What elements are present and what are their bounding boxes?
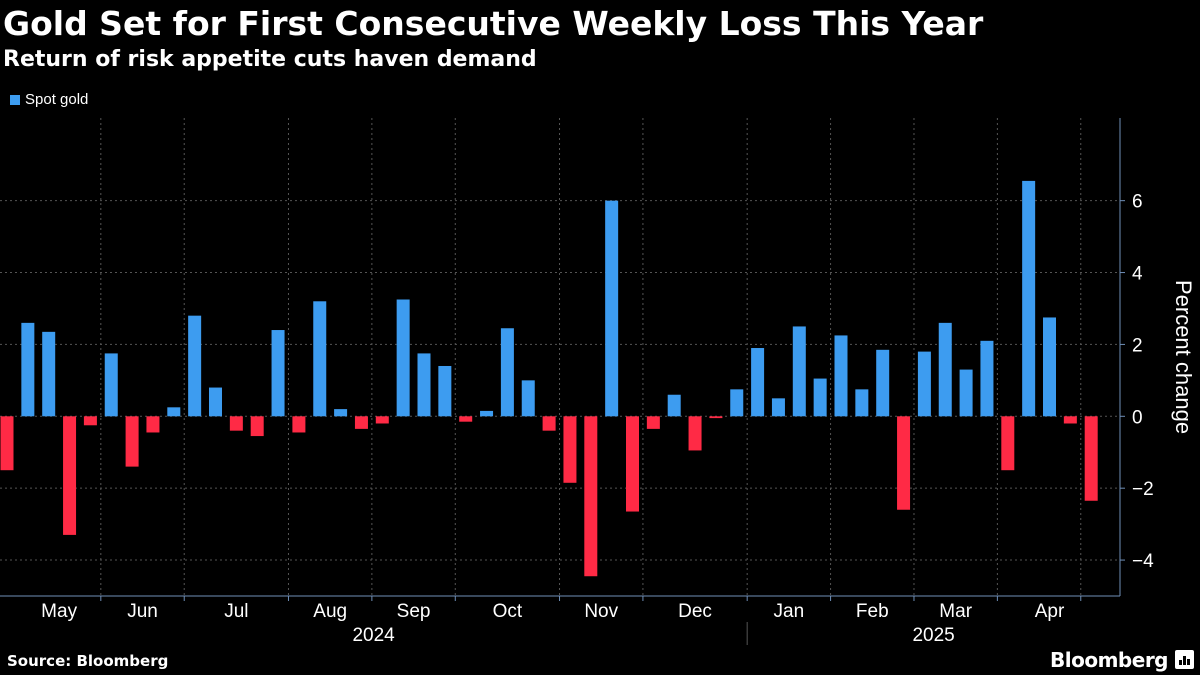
bar-week-44 (917, 351, 931, 417)
bar-week-36 (751, 348, 765, 417)
x-tick-label-aug: Aug (313, 601, 347, 622)
x-tick-label-apr: Apr (1035, 601, 1065, 622)
bar-week-33 (688, 416, 702, 451)
bar-week-21 (438, 365, 452, 417)
bar-week-17 (354, 416, 368, 429)
bar-week-45 (938, 322, 952, 417)
source-note: Source: Bloomberg (7, 652, 169, 670)
bar-week-34 (709, 416, 723, 419)
y-tick-label--2: −2 (1132, 479, 1154, 500)
bar-week-2 (42, 331, 56, 417)
bar-week-42 (876, 349, 890, 417)
bar-week-24 (500, 328, 514, 417)
x-tick-label-oct: Oct (493, 601, 523, 622)
bar-week-18 (375, 416, 389, 424)
legend-swatch-spot-gold (10, 95, 20, 105)
bar-week-11 (229, 416, 243, 431)
bar-week-9 (188, 315, 202, 417)
year-label-2025: 2025 (912, 625, 954, 646)
x-tick-label-jul: Jul (224, 601, 248, 622)
bar-week-10 (209, 387, 222, 417)
bar-week-0 (0, 416, 14, 471)
bar-week-12 (250, 416, 264, 437)
bar-week-13 (271, 330, 285, 417)
y-tick-label-2: 2 (1132, 335, 1143, 356)
bar-week-35 (730, 389, 744, 417)
bar-week-3 (63, 416, 77, 535)
bar-week-52 (1084, 416, 1098, 501)
bloomberg-logo: Bloomberg (1050, 648, 1168, 672)
bar-week-47 (980, 340, 994, 417)
chart-title: Gold Set for First Consecutive Weekly Lo… (3, 4, 984, 43)
chart-subtitle: Return of risk appetite cuts haven deman… (3, 47, 537, 72)
bar-week-46 (959, 369, 973, 417)
y-tick-label-0: 0 (1132, 407, 1143, 428)
bar-week-8 (167, 407, 181, 417)
bar-week-7 (146, 416, 160, 433)
x-tick-label-sep: Sep (397, 601, 431, 622)
year-label-2024: 2024 (352, 625, 395, 646)
bar-week-29 (605, 200, 619, 417)
x-tick-label-feb: Feb (856, 601, 889, 622)
bar-week-39 (813, 378, 827, 417)
legend-label-spot-gold: Spot gold (25, 91, 89, 108)
bar-week-5 (104, 353, 118, 417)
bar-week-40 (834, 335, 848, 417)
bar-week-38 (792, 326, 806, 417)
y-tick-label-6: 6 (1132, 192, 1143, 213)
bar-week-19 (396, 299, 410, 417)
x-tick-label-may: May (41, 601, 77, 622)
bar-week-4 (83, 416, 97, 426)
bar-week-1 (21, 322, 35, 417)
bar-week-27 (563, 416, 577, 483)
bar-week-49 (1022, 180, 1036, 417)
bar-week-43 (897, 416, 911, 510)
legend: Spot gold (10, 91, 88, 109)
bar-week-14 (292, 416, 306, 433)
bar-week-16 (334, 409, 348, 417)
bar-week-15 (313, 301, 327, 417)
x-tick-label-nov: Nov (584, 601, 618, 622)
y-tick-label-4: 4 (1132, 264, 1143, 285)
x-tick-label-dec: Dec (678, 601, 712, 622)
bar-week-26 (542, 416, 556, 431)
bar-week-25 (521, 380, 535, 417)
bar-week-37 (771, 398, 785, 417)
bar-week-30 (626, 416, 639, 512)
x-tick-label-jun: Jun (127, 601, 158, 622)
bar-week-31 (646, 416, 660, 429)
bar-week-6 (125, 416, 139, 467)
bar-week-22 (459, 416, 473, 422)
bar-week-20 (417, 353, 431, 417)
bar-week-28 (584, 416, 598, 577)
x-tick-label-jan: Jan (774, 601, 805, 622)
x-tick-label-mar: Mar (939, 601, 972, 622)
bar-week-32 (667, 394, 681, 417)
y-axis-title: Percent change (1171, 280, 1196, 434)
bloomberg-chart-icon (1175, 650, 1194, 669)
y-tick-label--4: −4 (1132, 551, 1154, 572)
bar-week-48 (1001, 416, 1015, 471)
bar-week-51 (1063, 416, 1077, 424)
bar-week-23 (480, 410, 494, 417)
bar-week-50 (1043, 317, 1056, 417)
bar-week-41 (855, 389, 869, 417)
